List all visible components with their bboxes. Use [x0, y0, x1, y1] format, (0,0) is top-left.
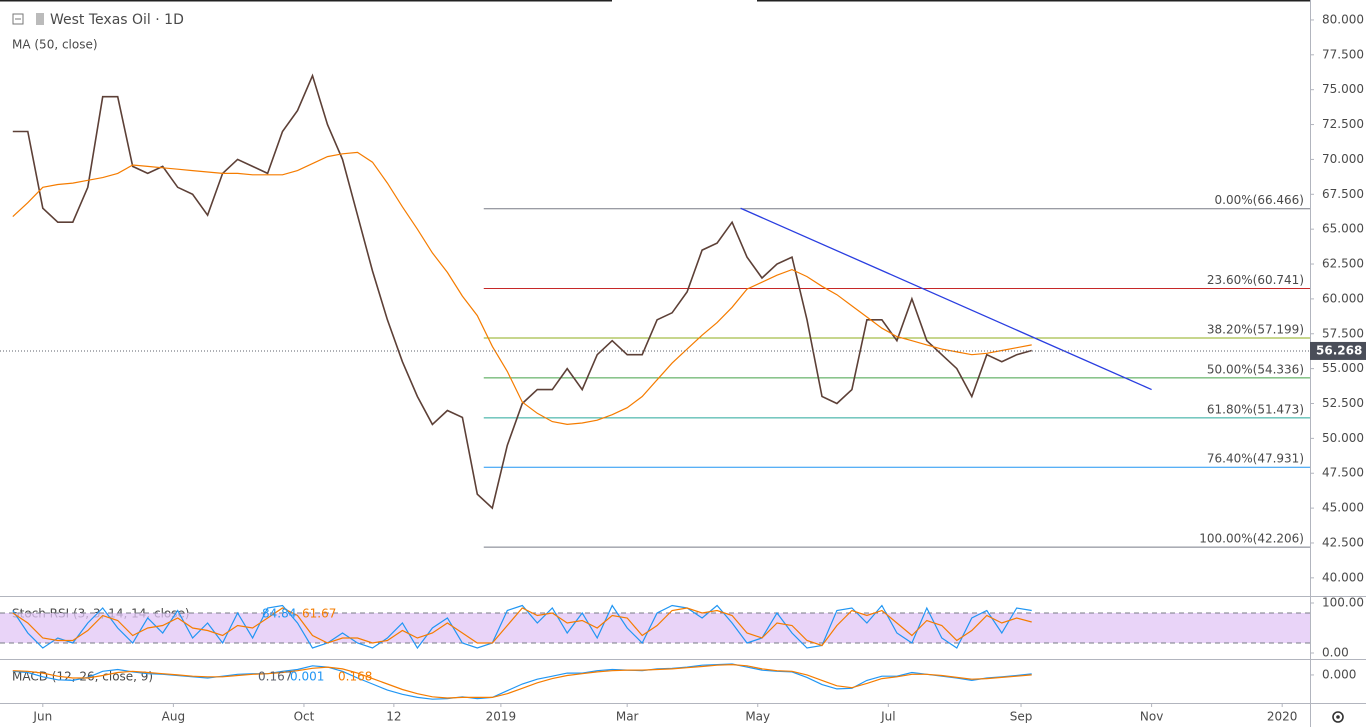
x-tick-label: 12 [386, 710, 401, 724]
legend-value: 0.168 [338, 670, 372, 684]
y-tick-label: 60.000 [1322, 291, 1364, 305]
gear-center [1336, 715, 1340, 719]
chart-title: West Texas Oil · 1D [50, 12, 184, 28]
y-tick-label: 65.000 [1322, 222, 1364, 236]
indicator-legend: MA (50, close) [12, 38, 98, 52]
trend-line [740, 207, 1152, 391]
y-tick-label: 70.000 [1322, 152, 1364, 166]
legend-value: 84.84 [262, 607, 296, 621]
x-tick-label: Jul [880, 710, 895, 724]
x-tick-label: Nov [1140, 710, 1163, 724]
y-tick-label: 45.000 [1322, 501, 1364, 515]
x-tick-label: Oct [294, 710, 315, 724]
series-line [12, 607, 1032, 647]
y-tick-label: 67.500 [1322, 187, 1364, 201]
legend-value: 0.001 [290, 670, 324, 684]
gear[interactable] [1332, 711, 1344, 723]
settings-icon[interactable] [1332, 711, 1344, 723]
x-tick-label: Mar [616, 710, 639, 724]
fib-label: 100.00%(42.206) [1199, 532, 1304, 546]
y-tick-label: 62.500 [1322, 257, 1364, 271]
y-tick-label: 57.500 [1322, 326, 1364, 340]
y-tick-label: 40.000 [1322, 570, 1364, 584]
series-line [12, 604, 1032, 650]
symbol-icon [36, 13, 44, 25]
y-tick-label: 50.000 [1322, 431, 1364, 445]
x-tick-label: 2020 [1267, 710, 1298, 724]
y-tick-label: 75.000 [1322, 82, 1364, 96]
y-tick-label: 72.500 [1322, 117, 1364, 131]
y-tick-label: 80.000 [1322, 12, 1364, 26]
y-tick-label: 42.500 [1322, 535, 1364, 549]
y-tick-label: 100.00 [1322, 596, 1364, 610]
fib-label: 76.40%(47.931) [1207, 452, 1304, 466]
fib-label: 50.00%(54.336) [1207, 362, 1304, 376]
fib-label: 61.80%(51.473) [1207, 402, 1304, 416]
y-tick-label: 55.000 [1322, 361, 1364, 375]
fib-label: 0.00%(66.466) [1215, 193, 1304, 207]
fib-label: 23.60%(60.741) [1207, 273, 1304, 287]
y-tick-label: 0.000 [1322, 667, 1356, 681]
last-price-label: 56.268 [1316, 343, 1362, 357]
y-tick-label: 77.500 [1322, 47, 1364, 61]
x-tick-label: Sep [1010, 710, 1033, 724]
y-tick-label: 52.500 [1322, 396, 1364, 410]
x-tick-label: May [745, 710, 770, 724]
fib-label: 38.20%(57.199) [1207, 322, 1304, 336]
series-line [12, 151, 1032, 426]
y-tick-label: 0.00 [1322, 646, 1349, 660]
legend-value: 61.67 [302, 607, 336, 621]
series-line [12, 73, 1032, 510]
legend-value: 0.167 [258, 670, 292, 684]
last-price-box [1310, 341, 1366, 360]
x-tick-label: 2019 [486, 710, 517, 724]
x-tick-label: Jun [32, 710, 52, 724]
y-tick-label: 47.500 [1322, 466, 1364, 480]
x-tick-label: Aug [162, 710, 185, 724]
collapse-toggle[interactable] [12, 13, 24, 25]
series-line [12, 663, 1032, 699]
